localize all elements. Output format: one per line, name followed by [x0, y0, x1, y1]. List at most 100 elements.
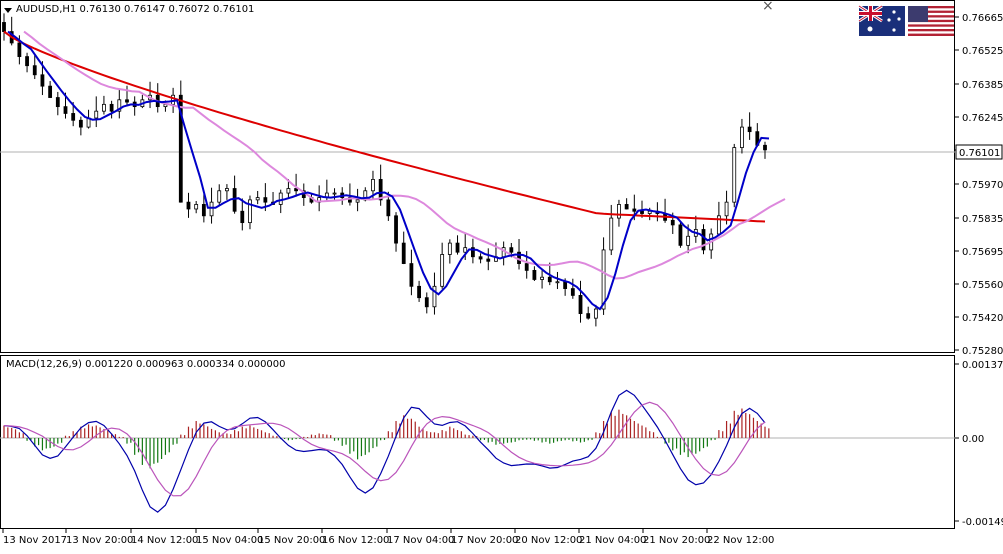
candle-body: [32, 65, 37, 76]
candle-body: [332, 192, 337, 195]
candle-body: [724, 201, 729, 217]
candle-body: [470, 247, 475, 258]
candle-body: [401, 242, 406, 264]
macd-line: [3, 389, 766, 513]
candle-body: [417, 285, 421, 299]
candle-body: [486, 258, 491, 262]
candle-body: [509, 247, 514, 253]
candle-body: [547, 276, 552, 283]
australia-flag-icon: [858, 4, 905, 36]
time-axis-label: 16 Nov 12:00: [322, 535, 389, 546]
candle-body: [578, 295, 583, 315]
macd-axis-label: -0.001497: [962, 517, 1003, 528]
candle-body: [25, 56, 29, 67]
price-axis-label: 0.75695: [962, 247, 1003, 258]
time-axis-label: 15 Nov 20:00: [258, 535, 325, 546]
price-axis-label: 0.75970: [962, 180, 1003, 191]
candle-body: [394, 215, 398, 244]
price-axis-label: 0.75280: [962, 346, 1003, 357]
candle-body: [609, 217, 614, 251]
candle-body: [386, 199, 391, 217]
candle-body: [763, 144, 767, 151]
candle-body: [409, 263, 414, 287]
candle-body: [294, 188, 299, 192]
candle-body: [63, 106, 68, 114]
candle-body: [286, 188, 291, 194]
candle-body: [640, 210, 644, 214]
candle-body: [102, 103, 106, 112]
time-axis-label: 13 Nov 20:00: [66, 535, 133, 546]
candle-body: [55, 97, 60, 108]
price-axis-label: 0.76525: [962, 46, 1003, 57]
candle-body: [171, 94, 176, 105]
candle-body: [201, 204, 206, 217]
candle-body: [570, 288, 575, 296]
candle-body: [740, 126, 744, 148]
candle-body: [447, 242, 452, 255]
candle-body: [747, 126, 752, 133]
time-axis-label: 21 Nov 04:00: [579, 535, 646, 546]
time-axis-label: 17 Nov 20:00: [451, 535, 518, 546]
candle-body: [424, 297, 429, 308]
candle-body: [455, 242, 460, 253]
ma-fast-line: [7, 30, 770, 311]
candle-body: [593, 308, 598, 319]
candle-body: [355, 199, 360, 203]
main-pane-header: AUDUSD,H1 0.76130 0.76147 0.76072 0.7610…: [16, 4, 255, 15]
candle-body: [17, 42, 22, 57]
axes: 0.766650.765250.763850.762450.761050.759…: [2, 13, 1003, 546]
time-axis-label: 15 Nov 04:00: [196, 535, 263, 546]
close-icon[interactable]: ×: [762, 0, 774, 14]
macd-pane-header: MACD(12,26,9) 0.001220 0.000963 0.000334…: [6, 359, 286, 370]
candle-body: [463, 247, 468, 253]
time-axis-label: 17 Nov 04:00: [387, 535, 454, 546]
candle-body: [2, 22, 6, 32]
macd-signal-line: [3, 401, 766, 497]
price-axis-label: 0.75560: [962, 280, 1003, 291]
candle-body: [686, 235, 691, 246]
candle-body: [40, 74, 45, 87]
price-axis-label: 0.75835: [962, 214, 1003, 225]
candle-body: [194, 204, 199, 210]
candle-body: [125, 99, 129, 103]
time-axis-label: 21 Nov 20:00: [643, 535, 710, 546]
time-axis-label: 22 Nov 12:00: [707, 535, 774, 546]
candle-body: [248, 199, 252, 224]
candle-body: [670, 219, 675, 226]
candle-body: [278, 192, 283, 205]
ma-mid-line: [23, 30, 786, 280]
candle-body: [178, 94, 183, 203]
candle-body: [478, 256, 483, 260]
candle-body: [348, 197, 352, 203]
price-axis-label: 0.76665: [962, 13, 1003, 24]
candle-body: [71, 113, 76, 121]
candle-body: [532, 269, 537, 280]
candle-body: [524, 263, 529, 271]
candle-body: [701, 229, 706, 251]
macd-pane-border: [0, 355, 955, 529]
candle-body: [225, 188, 229, 192]
candle-body: [48, 85, 53, 98]
price-plot: [2, 13, 786, 327]
candle-body: [371, 179, 375, 192]
candle-body: [263, 197, 268, 203]
candle-body: [432, 285, 437, 308]
candle-body: [255, 197, 260, 201]
candle-body: [601, 249, 606, 310]
time-axis-label: 13 Nov 2017: [3, 535, 67, 546]
candle-body: [117, 99, 122, 112]
price-axis-label: 0.76385: [962, 80, 1003, 91]
candle-body: [440, 254, 445, 287]
candle-body: [109, 103, 114, 112]
symbol-menu-icon[interactable]: [4, 8, 12, 13]
candle-body: [186, 201, 191, 210]
candle-body: [586, 313, 591, 319]
candle-body: [678, 224, 683, 246]
candle-body: [732, 147, 737, 203]
main-pane-border: [0, 0, 955, 353]
candle-body: [378, 179, 383, 201]
usa-flag-icon: [908, 6, 954, 36]
candle-body: [240, 210, 245, 224]
